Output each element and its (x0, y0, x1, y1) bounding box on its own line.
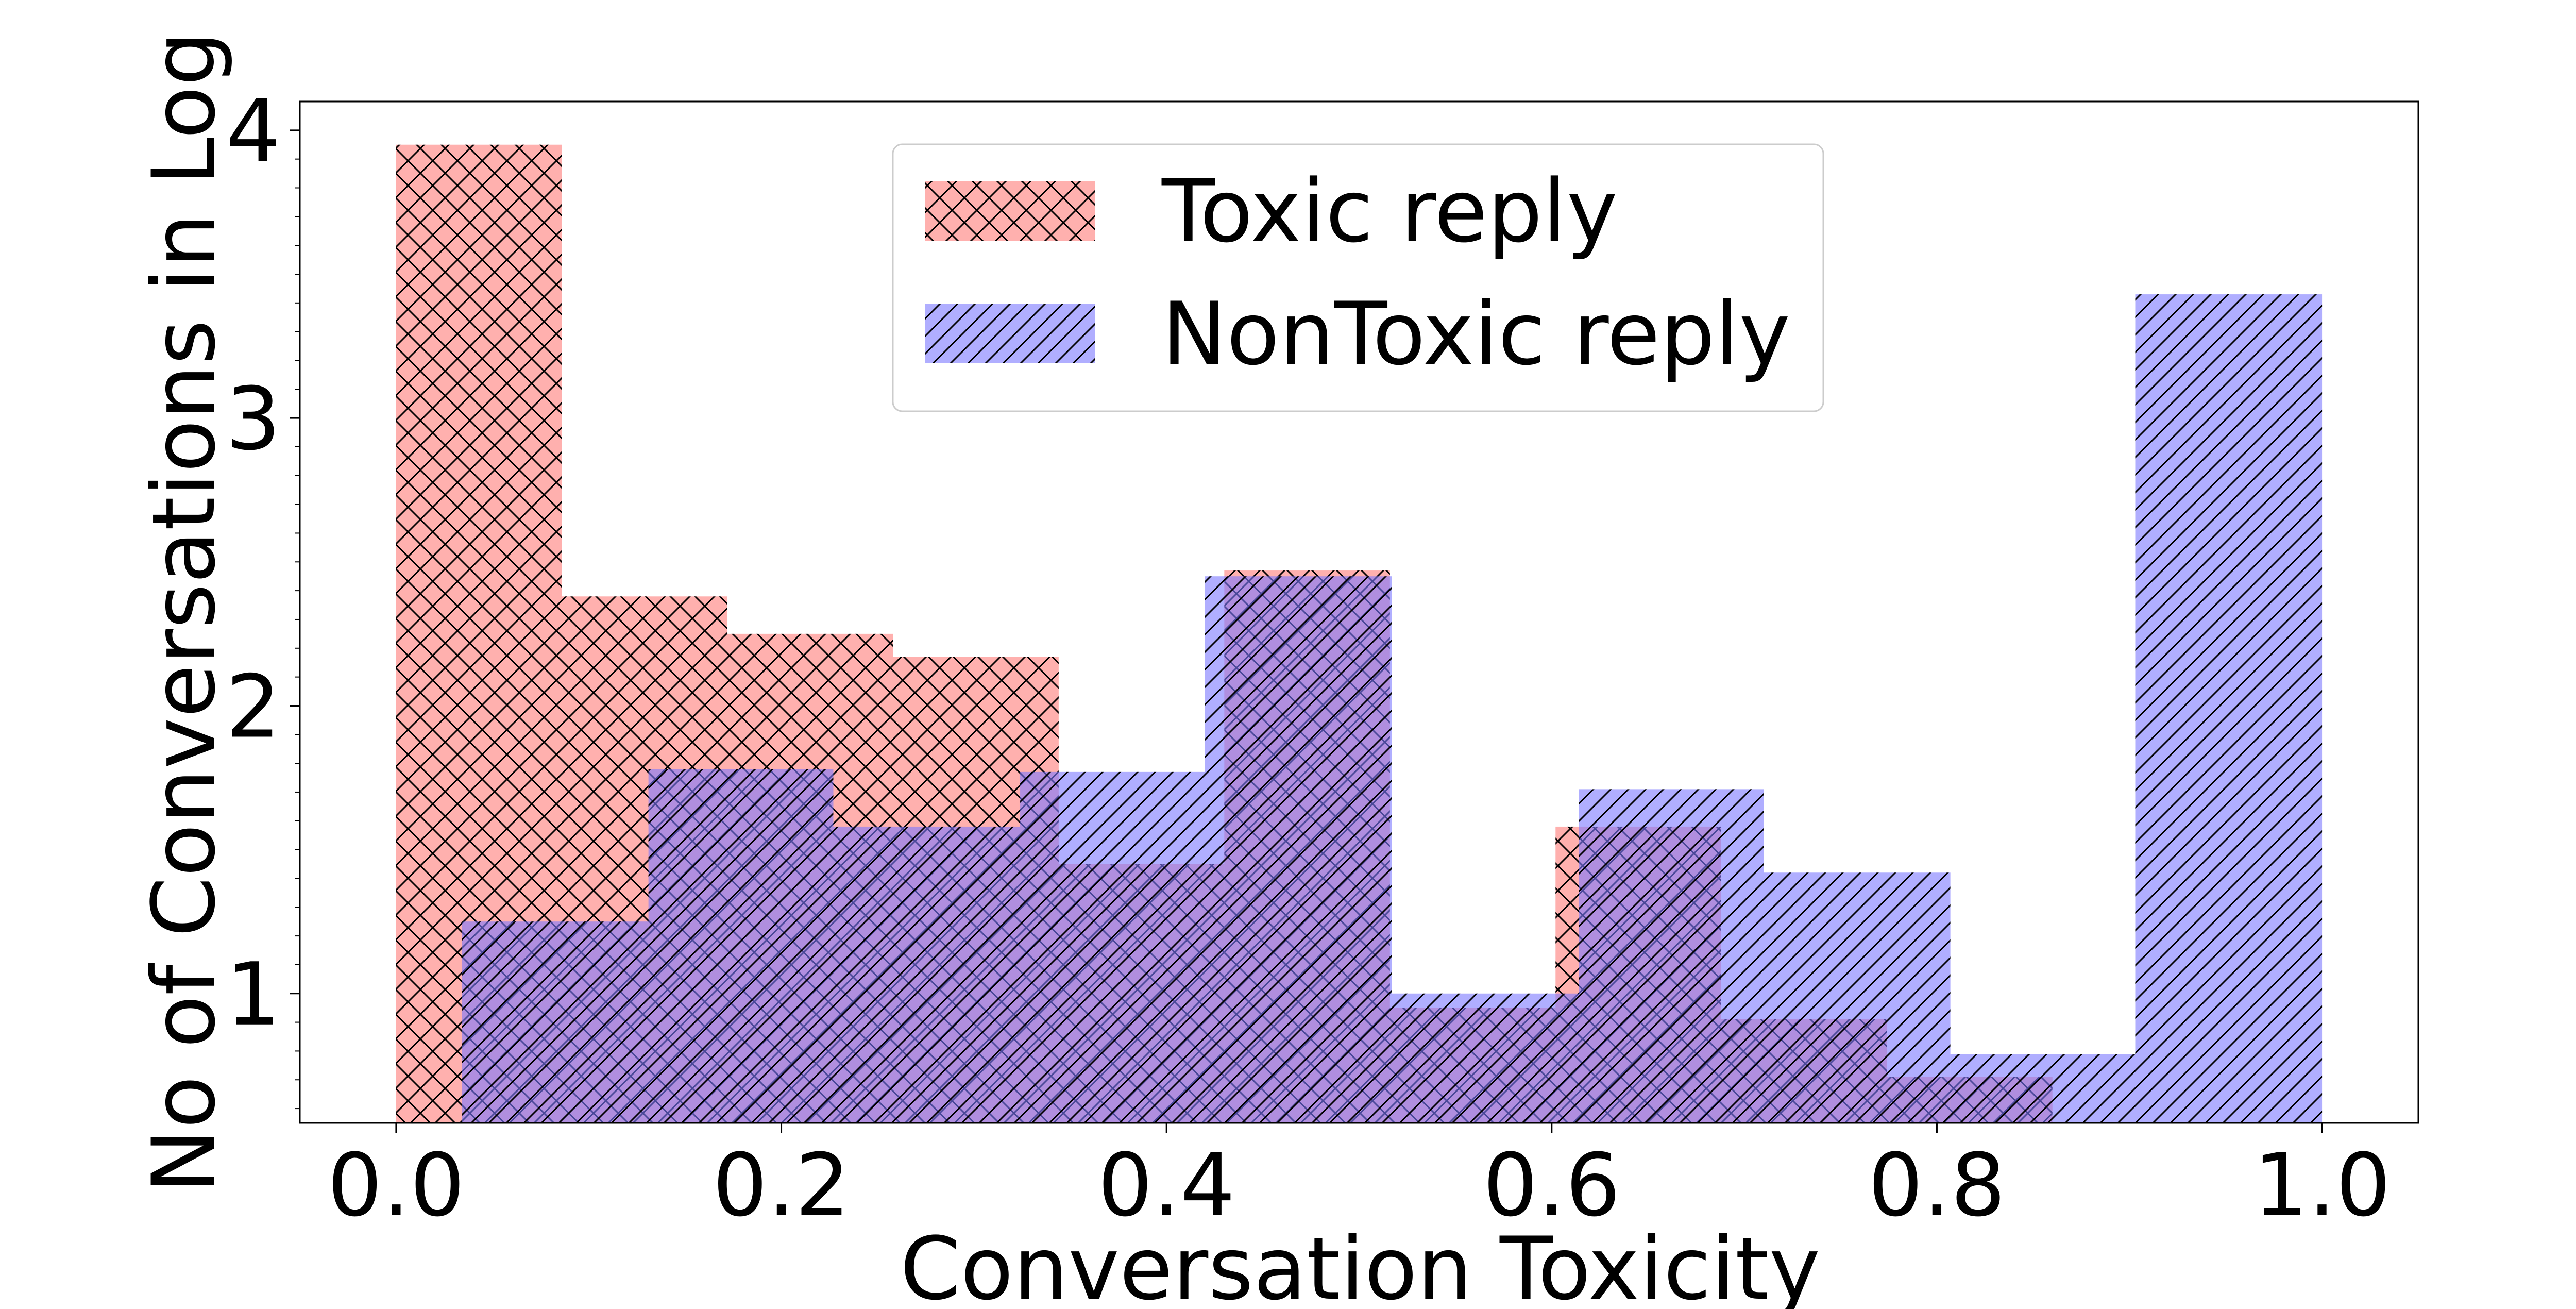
bar-hatch (1020, 771, 1205, 1123)
x-tick-label: 0.4 (1098, 1135, 1235, 1236)
legend-swatch-nontoxic-hatch (925, 304, 1095, 363)
bar-hatch (1205, 576, 1392, 1123)
y-tick-label: 2 (226, 656, 281, 757)
legend-label-toxic-reply: Toxic reply (1161, 161, 1618, 262)
bar-hatch (462, 921, 649, 1123)
bar-1-1 (648, 769, 834, 1123)
plot-frame (299, 100, 2419, 1124)
bar-1-7 (1764, 872, 1951, 1123)
bar-hatch (2135, 294, 2323, 1123)
bar-1-2 (833, 826, 1021, 1123)
y-tick-label: 1 (226, 944, 281, 1045)
y-axis-label: No of Conversations in Log (133, 31, 234, 1193)
legend-label-nontoxic-reply: NonToxic reply (1162, 283, 1790, 384)
bar-0-0 (396, 144, 562, 1123)
legend-item-toxic-reply: Toxic reply (925, 161, 1618, 262)
bar-1-9 (2135, 294, 2323, 1123)
legend: Toxic reply NonToxic reply (892, 143, 1824, 412)
x-tick-label: 0.6 (1483, 1135, 1620, 1236)
x-axis-label: Conversation Toxicity (900, 1218, 1820, 1309)
bar-hatch (1579, 789, 1764, 1123)
x-tick-label: 1.0 (2253, 1135, 2391, 1236)
bar-1-5 (1392, 993, 1579, 1123)
series-layer (396, 144, 2323, 1123)
x-tick-label: 0.0 (327, 1135, 465, 1236)
bar-hatch (1950, 1054, 2136, 1123)
series-nontoxic-reply (462, 294, 2323, 1123)
bar-1-4 (1205, 576, 1392, 1123)
legend-swatch-toxic-hatch (925, 181, 1095, 241)
y-tick-label: 4 (226, 81, 281, 182)
bar-hatch (1764, 872, 1951, 1123)
bar-1-3 (1020, 771, 1205, 1123)
legend-item-nontoxic-reply: NonToxic reply (925, 283, 1790, 384)
axis-layer: 0.0 0.2 0.4 0.6 0.8 1.0 1 2 3 4 (226, 81, 2391, 1236)
y-tick-label: 3 (226, 368, 281, 469)
x-tick-label: 0.8 (1868, 1135, 2006, 1236)
bar-1-8 (1950, 1054, 2136, 1123)
bar-hatch (1392, 993, 1579, 1123)
bar-1-0 (462, 921, 649, 1123)
x-tick-label: 0.2 (713, 1135, 850, 1236)
bar-hatch (833, 826, 1021, 1123)
bar-hatch (648, 769, 834, 1123)
bar-1-6 (1579, 789, 1764, 1123)
legend-box (892, 143, 1824, 412)
